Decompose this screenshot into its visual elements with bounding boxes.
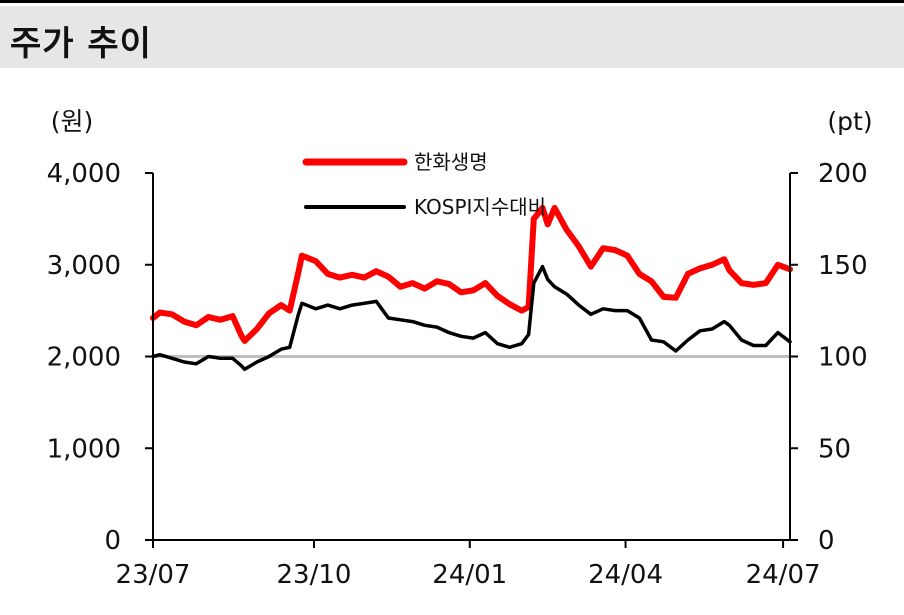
series-line-hanwha-life <box>150 204 793 344</box>
y-right-tick-label: 100 <box>818 343 868 373</box>
axes-layer <box>145 172 798 548</box>
x-tick-label: 23/10 <box>277 560 352 590</box>
title-bar: 주가 추이 <box>0 6 904 68</box>
x-tick-label: 24/01 <box>432 560 507 590</box>
series-line-kospi-relative <box>151 264 792 372</box>
series-layer <box>150 204 793 372</box>
x-tick-label: 24/04 <box>588 560 663 590</box>
left-unit-label: (원) <box>51 107 94 136</box>
y-right-tick-label: 0 <box>818 526 835 556</box>
y-left-tick-label: 1,000 <box>47 434 121 464</box>
right-unit-label: (pt) <box>827 107 872 136</box>
y-left-tick-label: 3,000 <box>47 251 121 281</box>
y-right-tick-label: 200 <box>818 159 868 189</box>
legend-layer: 한화생명 KOSPI지수대비 <box>302 150 546 219</box>
y-left-tick-label: 4,000 <box>47 159 121 189</box>
labels-layer: 4,000 3,000 2,000 1,000 0 200 150 100 50 0 23/07 23… <box>47 107 873 590</box>
x-tick-label: 23/07 <box>116 560 191 590</box>
y-left-tick-label: 2,000 <box>47 343 121 373</box>
y-left-tick-label: 0 <box>104 526 121 556</box>
x-tick-label: 24/07 <box>746 560 821 590</box>
legend-label: KOSPI지수대비 <box>414 195 546 219</box>
y-right-tick-label: 50 <box>818 434 851 464</box>
legend-label: 한화생명 <box>414 150 488 174</box>
top-rule <box>0 0 904 3</box>
y-right-tick-label: 150 <box>818 251 868 281</box>
page-title: 주가 추이 <box>10 24 152 64</box>
